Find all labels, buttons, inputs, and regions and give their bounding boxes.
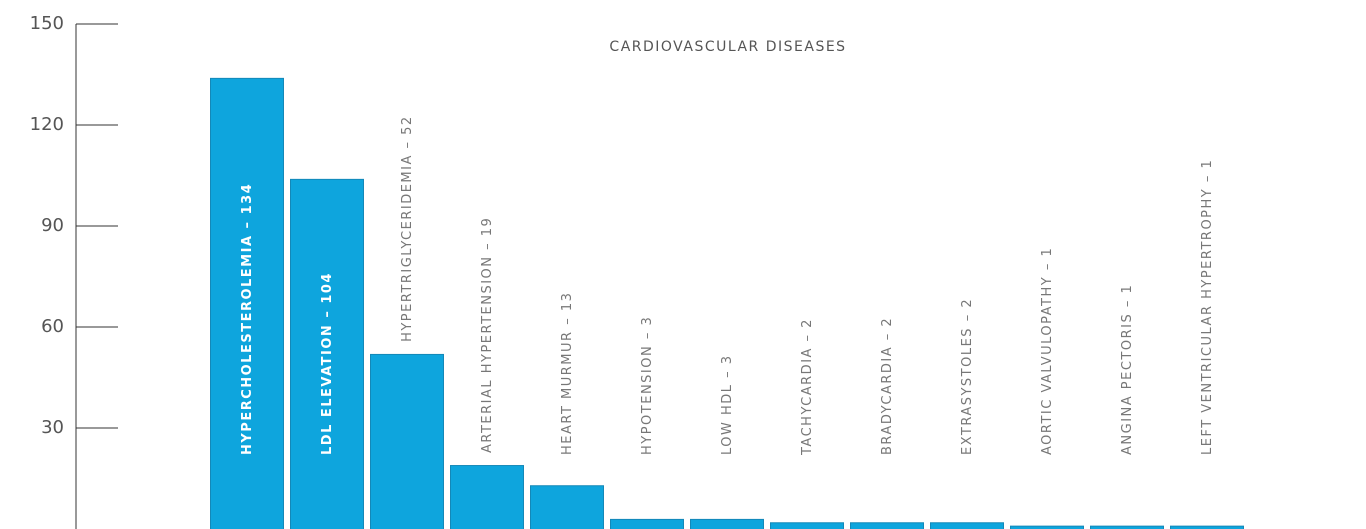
bar bbox=[1010, 525, 1084, 529]
bar-label: HYPERTRIGLYCERIDEMIA – 52 bbox=[400, 115, 415, 342]
bar bbox=[1170, 525, 1244, 529]
y-tick-label: 60 bbox=[41, 316, 64, 337]
bar bbox=[690, 518, 764, 529]
bar-label: HYPERCHOLESTEROLEMIA – 134 bbox=[240, 183, 255, 455]
y-tick-label: 90 bbox=[41, 215, 64, 236]
bar-label: EXTRASYSTOLES – 2 bbox=[960, 298, 975, 455]
bar bbox=[450, 465, 524, 529]
bar-label: ANGINA PECTORIS – 1 bbox=[1120, 284, 1135, 455]
y-tick-label: 30 bbox=[41, 417, 64, 438]
y-tick-label: 150 bbox=[30, 13, 64, 34]
bar-label: LOW HDL – 3 bbox=[720, 354, 735, 455]
bar-label: HYPOTENSION – 3 bbox=[640, 316, 655, 455]
bar bbox=[530, 485, 604, 529]
y-tick-label: 120 bbox=[30, 114, 64, 135]
bar bbox=[610, 518, 684, 529]
bar-label: LDL ELEVATION – 104 bbox=[320, 272, 335, 455]
chart-title: CARDIOVASCULAR DISEASES bbox=[609, 39, 846, 55]
bar bbox=[850, 522, 924, 529]
bar-label: HEART MURMUR – 13 bbox=[560, 292, 575, 455]
bar-label: BRADYCARDIA – 2 bbox=[880, 317, 895, 455]
bar bbox=[370, 353, 444, 529]
bar bbox=[770, 522, 844, 529]
bar bbox=[1090, 525, 1164, 529]
bar-label: TACHYCARDIA – 2 bbox=[800, 318, 815, 456]
bar bbox=[210, 77, 284, 529]
bar-label: AORTIC VALVULOPATHY – 1 bbox=[1040, 247, 1055, 455]
bar-label: ARTERIAL HYPERTENSION – 19 bbox=[480, 217, 495, 453]
bar bbox=[290, 178, 364, 529]
bar bbox=[930, 522, 1004, 529]
bar-label: LEFT VENTRICULAR HYPERTROPHY – 1 bbox=[1200, 159, 1215, 455]
